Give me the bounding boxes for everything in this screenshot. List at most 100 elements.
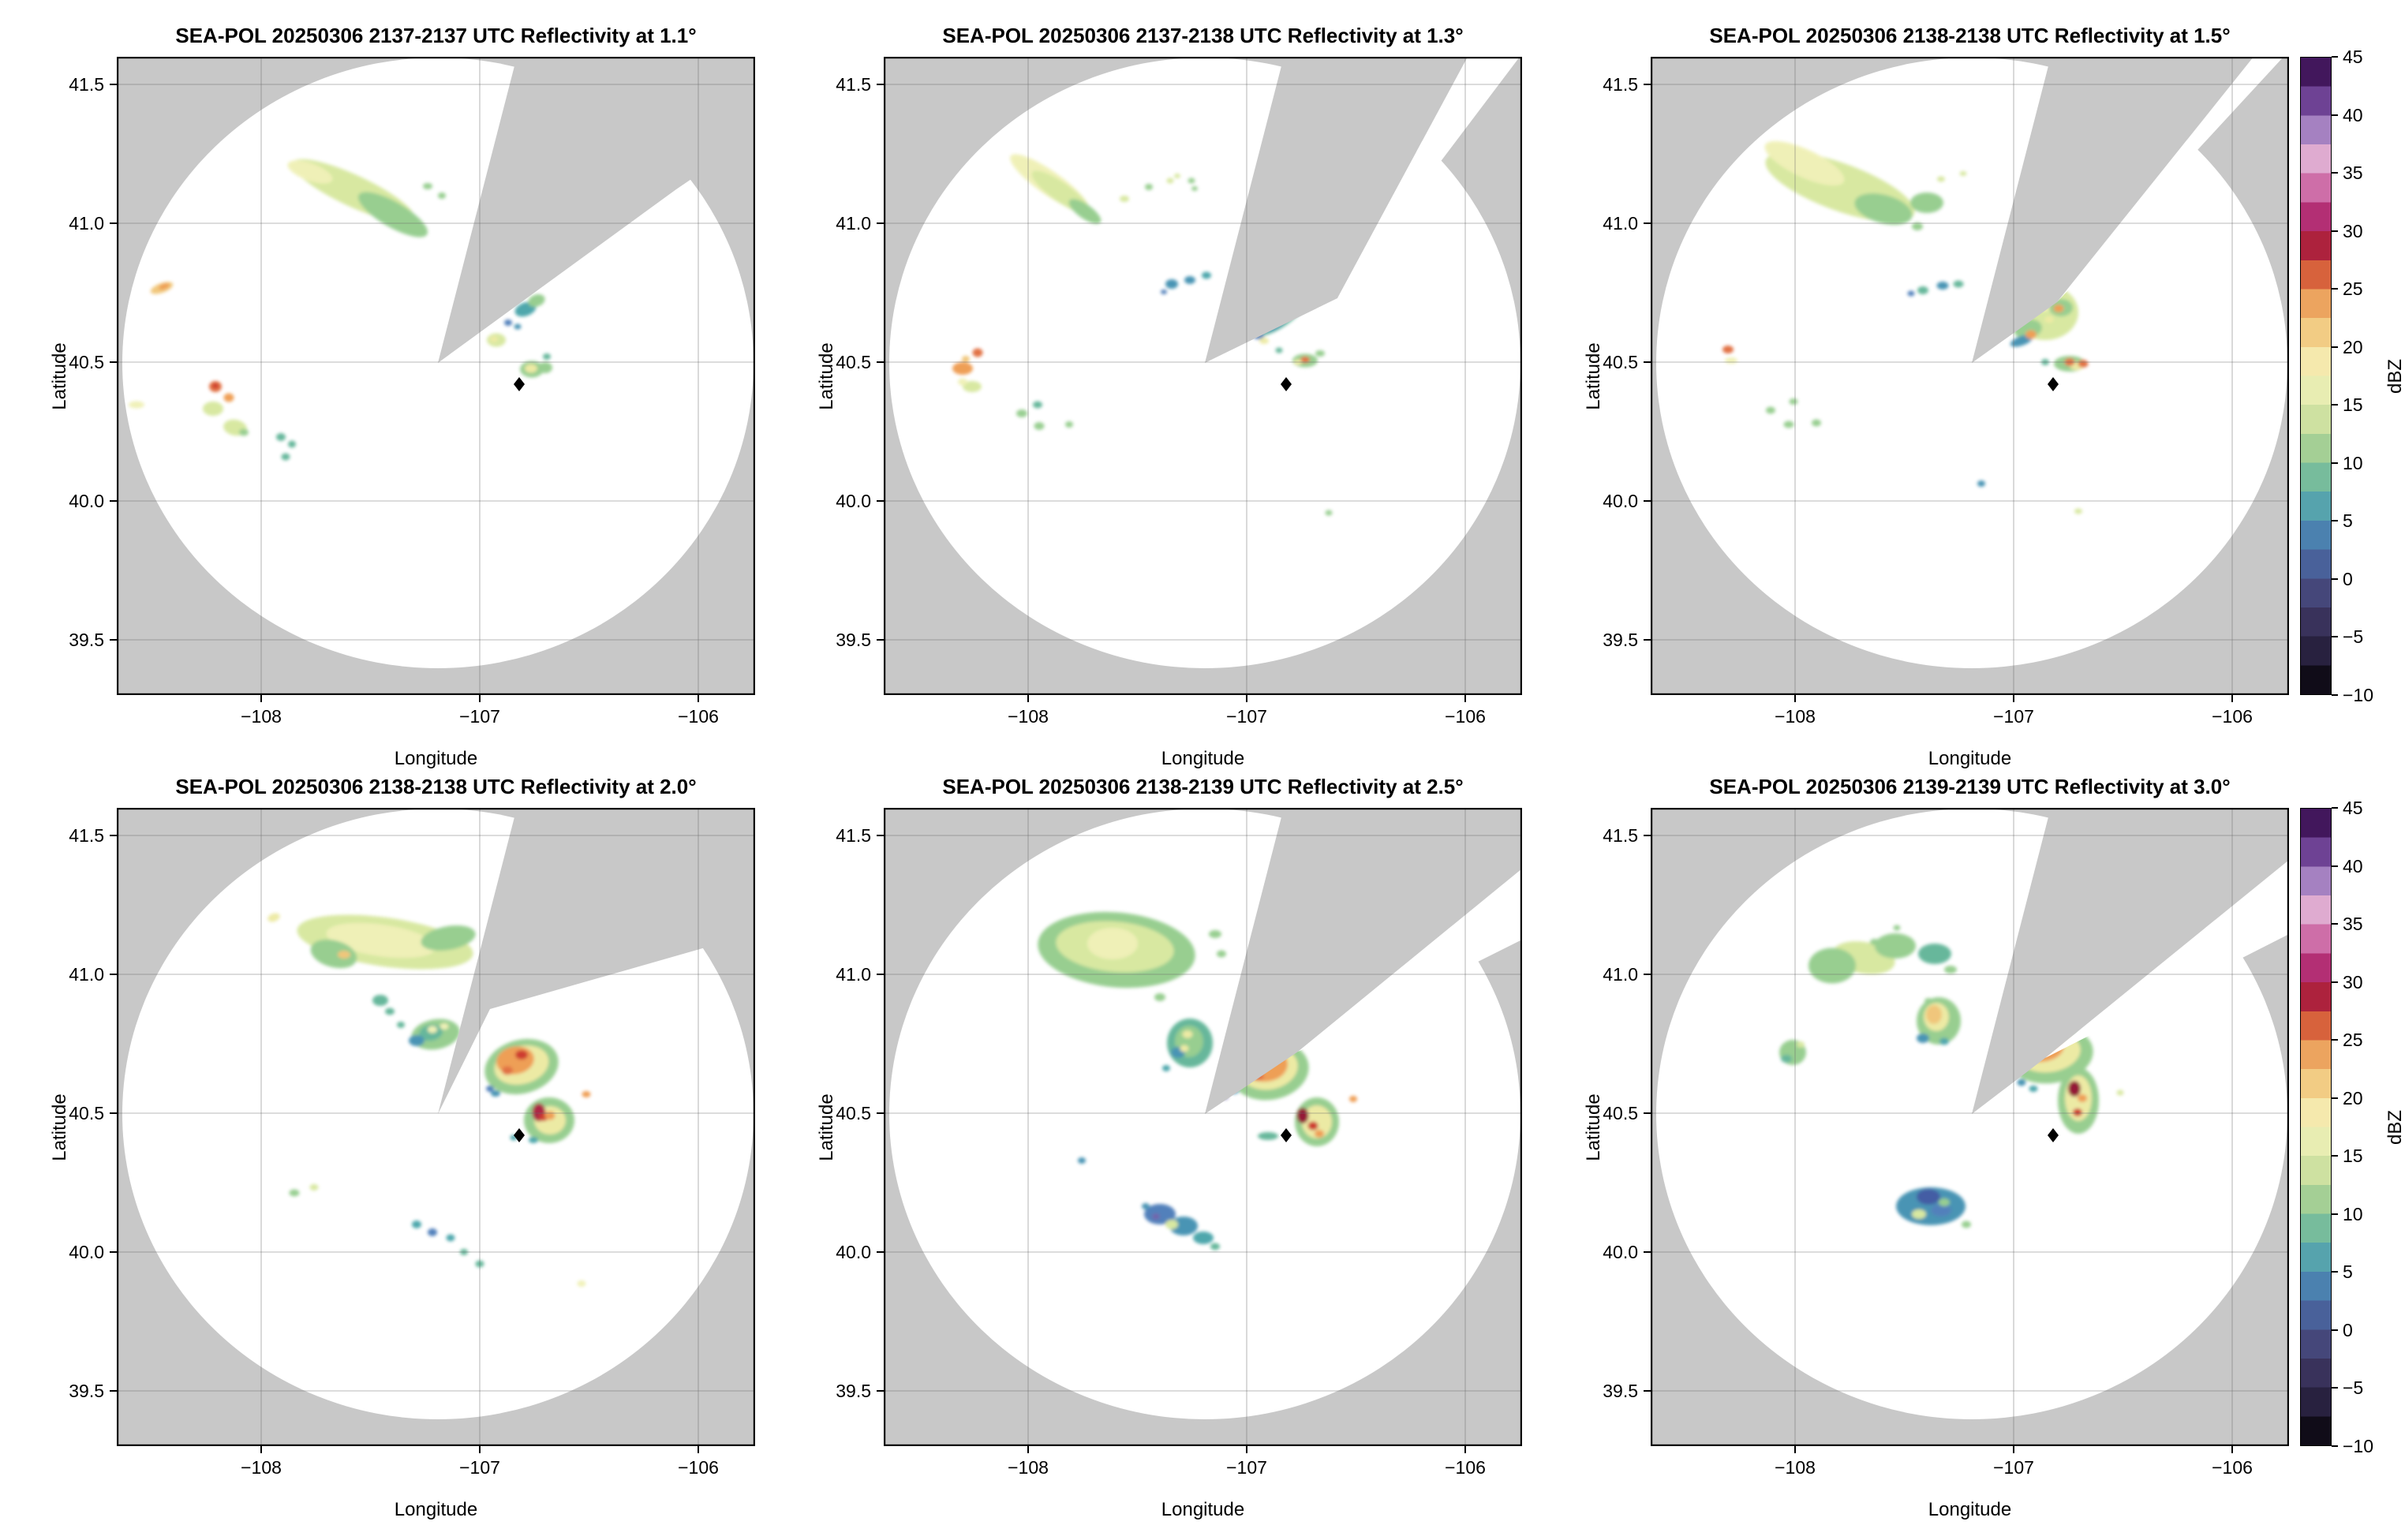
radar-site-marker	[1281, 1128, 1292, 1142]
echo-cell	[490, 336, 498, 342]
x-axis-label: Longitude	[1161, 748, 1245, 769]
lon-tick-mark	[2013, 1446, 2014, 1453]
y-axis-label: Latitude	[49, 1093, 70, 1161]
radar-site-marker	[514, 377, 525, 391]
panel-title: SEA-POL 20250306 2138-2138 UTC Reflectiv…	[1709, 24, 2231, 47]
scan-transition-band	[2045, 860, 2289, 1058]
x-axis-label: Longitude	[1161, 1499, 1245, 1520]
echo-cell	[525, 364, 537, 373]
lat-tick-label: 39.5	[69, 1381, 104, 1401]
radar-site-marker	[1281, 377, 1292, 391]
lat-tick-label: 41.5	[836, 74, 871, 95]
echo-cell	[1142, 1203, 1150, 1209]
lon-tick-mark	[479, 695, 481, 702]
echo-cell	[1797, 1041, 1805, 1048]
echo-cell	[460, 1249, 468, 1255]
lat-tick-label: 40.0	[1603, 491, 1638, 511]
echo-cell	[1078, 1157, 1086, 1164]
echo-cell	[1944, 966, 1957, 974]
lat-tick-label: 40.0	[1603, 1242, 1638, 1262]
echo-cell	[267, 913, 280, 922]
echo-cell	[2041, 359, 2049, 365]
colorbar-tick-mark	[2332, 230, 2338, 232]
lat-tick-mark	[877, 1112, 884, 1114]
echo-cell	[212, 383, 219, 389]
colorbar-tick-label: −10	[2343, 1436, 2374, 1456]
lat-tick-mark	[877, 974, 884, 975]
echo-cell	[1870, 939, 1879, 945]
echo-cell	[1152, 1213, 1160, 1220]
lon-tick-mark	[1027, 1446, 1029, 1453]
echo-cell	[428, 1026, 437, 1034]
echo-cell	[1210, 1243, 1220, 1250]
colorbar-tick-mark	[2332, 1271, 2338, 1273]
echo-cell	[2074, 508, 2082, 514]
lat-tick-label: 41.5	[69, 74, 104, 95]
echo-cell	[421, 925, 476, 951]
lat-tick-label: 41.5	[69, 825, 104, 846]
echo-cell	[397, 1022, 405, 1028]
lat-tick-label: 40.5	[836, 352, 871, 372]
gridlines	[117, 57, 755, 695]
lon-tick-mark	[698, 1446, 699, 1453]
echo-cell	[1962, 1220, 1971, 1228]
echo-cell	[1959, 171, 1967, 176]
echo-cell	[439, 1023, 449, 1030]
lat-tick-mark	[1644, 639, 1651, 641]
echo-cell	[2025, 330, 2037, 339]
panel-reflectivity-2	[884, 57, 1522, 695]
lat-tick-mark	[877, 361, 884, 363]
echo-cell	[1917, 286, 1928, 294]
y-axis-label: Latitude	[816, 342, 837, 410]
echo-cell	[1165, 1220, 1178, 1229]
lat-tick-mark	[1644, 361, 1651, 363]
echo-cell	[409, 1035, 425, 1046]
echo-cell	[1296, 1108, 1309, 1123]
colorbar-tick-label: 5	[2343, 510, 2353, 532]
echo-cell	[1325, 510, 1333, 516]
lat-tick-mark	[877, 500, 884, 502]
echo-cell	[1188, 178, 1195, 184]
colorbar-tick-label: 20	[2343, 336, 2363, 357]
echo-cell	[1893, 925, 1901, 931]
echo-cell	[1120, 196, 1129, 202]
x-axis-label: Longitude	[394, 1499, 478, 1520]
lat-tick-mark	[1644, 84, 1651, 85]
colorbar-tick-label: 25	[2343, 278, 2363, 300]
lon-tick-mark	[260, 1446, 262, 1453]
no-data-wedge	[1205, 808, 1522, 1114]
plot-border	[1651, 808, 2289, 1446]
echo-cell	[1926, 1005, 1942, 1024]
lat-tick-mark	[1644, 1251, 1651, 1253]
lat-tick-label: 41.0	[1603, 213, 1638, 234]
lat-tick-label: 39.5	[69, 630, 104, 650]
lat-tick-label: 41.5	[1603, 825, 1638, 846]
echo-cell	[1033, 401, 1042, 409]
lon-tick-mark	[1464, 1446, 1466, 1453]
echo-cell	[1315, 350, 1325, 357]
ppi-plot	[884, 57, 1522, 695]
lon-tick-label: −108	[1008, 1457, 1049, 1478]
lon-tick-mark	[1246, 1446, 1247, 1453]
lat-tick-label: 40.5	[836, 1103, 871, 1123]
colorbar-tick-label: 10	[2343, 452, 2363, 473]
colorbar-tick-mark	[2332, 1213, 2338, 1215]
lon-tick-mark	[1794, 1446, 1796, 1453]
echo-cell	[1936, 282, 1949, 290]
lon-tick-mark	[698, 695, 699, 702]
y-axis-label: Latitude	[816, 1093, 837, 1161]
lon-tick-mark	[1027, 695, 1029, 702]
ppi-plot	[884, 808, 1522, 1446]
echo-cell	[1191, 186, 1198, 191]
echo-cell	[972, 348, 983, 357]
echo-cell	[129, 401, 144, 409]
echo-cell	[2010, 335, 2033, 347]
echo-cell	[1937, 176, 1945, 182]
echo-cell	[203, 402, 223, 416]
colorbar-tick-mark	[2332, 1387, 2338, 1389]
radar-site-marker	[2048, 1128, 2059, 1142]
gridlines	[884, 808, 1522, 1446]
echo-cell	[289, 1189, 300, 1197]
colorbar-tick-mark	[2332, 56, 2338, 58]
echo-cell	[1910, 192, 1943, 213]
